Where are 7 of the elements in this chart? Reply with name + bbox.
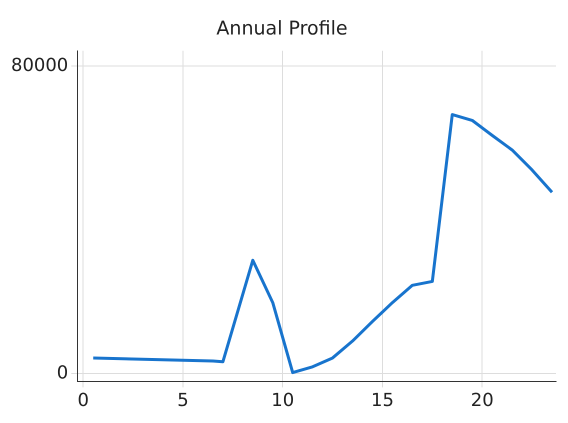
chart-title: Annual Profile	[216, 17, 348, 40]
y-tick-label: 80000	[10, 54, 68, 76]
x-tick-label: 15	[371, 390, 394, 411]
x-tick-label: 0	[78, 390, 89, 411]
x-tick-label: 20	[470, 390, 494, 411]
x-tick-label: 10	[271, 390, 294, 411]
x-tick-label: 5	[177, 390, 189, 411]
